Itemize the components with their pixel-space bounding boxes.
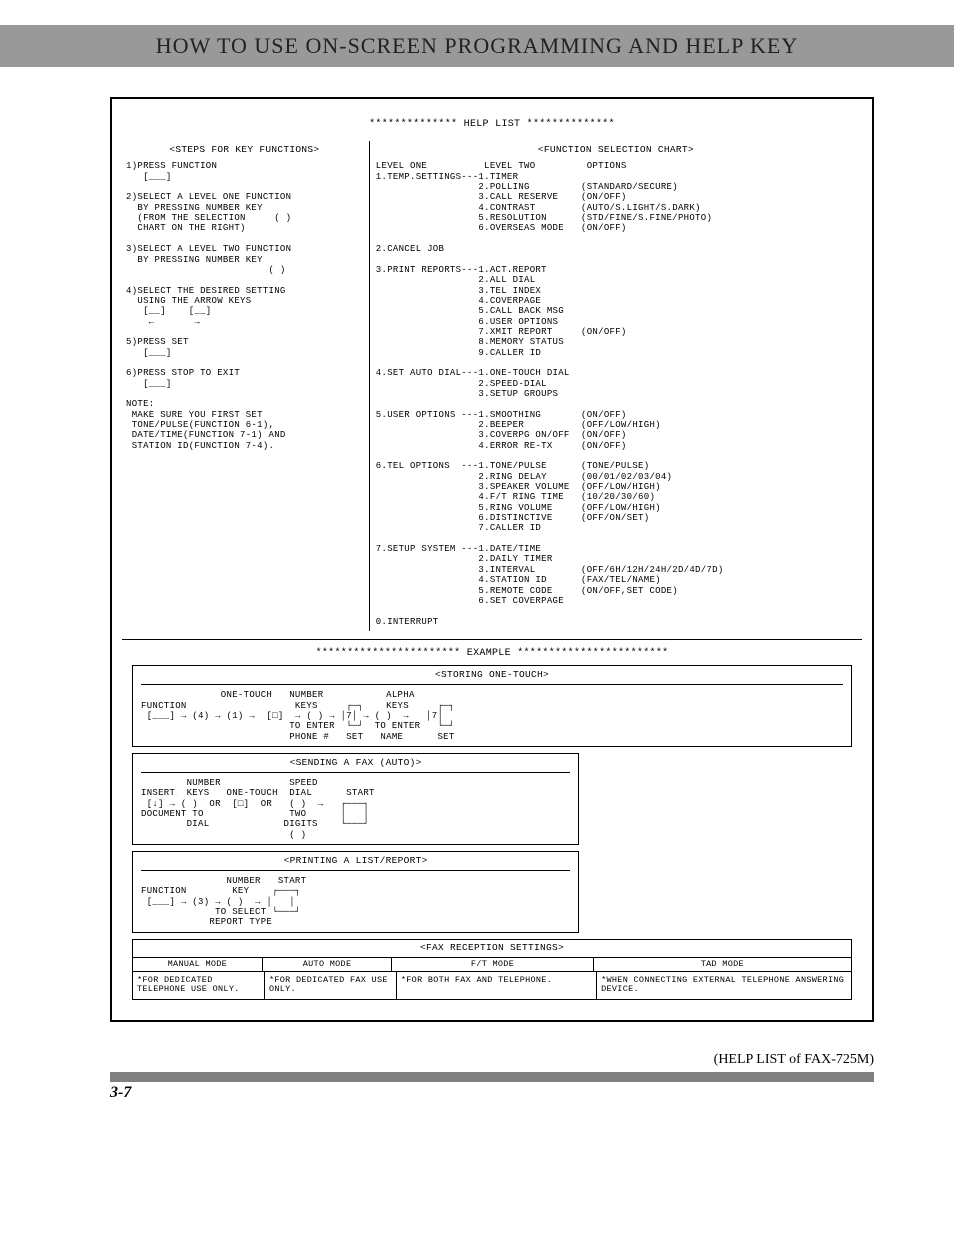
help-list-title: ************** HELP LIST ************** — [122, 119, 862, 131]
chart-column: <FUNCTION SELECTION CHART> LEVEL ONE LEV… — [370, 141, 862, 631]
mode-labels-row: MANUAL MODE AUTO MODE F/T MODE TAD MODE — [133, 958, 851, 972]
example1-body: ONE-TOUCH NUMBER ALPHA FUNCTION KEYS ┌─┐… — [141, 690, 843, 742]
mode-tad-label: TAD MODE — [594, 958, 851, 972]
example3-body: NUMBER START FUNCTION KEY ┌───┐ [___] → … — [141, 876, 570, 928]
mode-auto-label: AUTO MODE — [263, 958, 393, 972]
example-storing-onetouch: <STORING ONE-TOUCH> ONE-TOUCH NUMBER ALP… — [132, 665, 852, 747]
example3-heading: <PRINTING A LIST/REPORT> — [141, 856, 570, 871]
steps-heading: <STEPS FOR KEY FUNCTIONS> — [126, 145, 363, 156]
page-number: 3-7 — [110, 1084, 954, 1102]
modes-heading: <FAX RECEPTION SETTINGS> — [133, 940, 851, 958]
fax-reception-table: <FAX RECEPTION SETTINGS> MANUAL MODE AUT… — [132, 939, 852, 1000]
mode-ft-desc: *FOR BOTH FAX AND TELEPHONE. — [397, 972, 597, 999]
figure-caption: (HELP LIST of FAX-725M) — [0, 1052, 874, 1068]
page-content: ************** HELP LIST ************** … — [0, 67, 954, 1042]
mode-manual-desc: *FOR DEDICATED TELEPHONE USE ONLY. — [133, 972, 265, 999]
example-title: *********************** EXAMPLE ********… — [122, 648, 862, 660]
mode-manual-label: MANUAL MODE — [133, 958, 263, 972]
example2-heading: <SENDING A FAX (AUTO)> — [141, 758, 570, 773]
page-header-bar: HOW TO USE ON-SCREEN PROGRAMMING AND HEL… — [0, 25, 954, 67]
help-list-frame: ************** HELP LIST ************** … — [110, 97, 874, 1022]
mode-ft-label: F/T MODE — [392, 958, 593, 972]
example-sending-fax: <SENDING A FAX (AUTO)> NUMBER SPEED INSE… — [132, 753, 579, 845]
example2-body: NUMBER SPEED INSERT KEYS ONE-TOUCH DIAL … — [141, 778, 570, 840]
chart-body: LEVEL ONE LEVEL TWO OPTIONS 1.TEMP.SETTI… — [376, 161, 856, 626]
page-header-title: HOW TO USE ON-SCREEN PROGRAMMING AND HEL… — [156, 33, 799, 58]
mode-auto-desc: *FOR DEDICATED FAX USE ONLY. — [265, 972, 397, 999]
steps-column: <STEPS FOR KEY FUNCTIONS> 1)PRESS FUNCTI… — [122, 141, 370, 631]
mode-tad-desc: *WHEN CONNECTING EXTERNAL TELEPHONE ANSW… — [597, 972, 851, 999]
example-printing-report: <PRINTING A LIST/REPORT> NUMBER START FU… — [132, 851, 579, 933]
mode-descriptions-row: *FOR DEDICATED TELEPHONE USE ONLY. *FOR … — [133, 972, 851, 999]
footer-stripe — [110, 1072, 874, 1082]
steps-body: 1)PRESS FUNCTION [___] 2)SELECT A LEVEL … — [126, 161, 363, 451]
example1-heading: <STORING ONE-TOUCH> — [141, 670, 843, 685]
chart-heading: <FUNCTION SELECTION CHART> — [376, 145, 856, 156]
top-section: <STEPS FOR KEY FUNCTIONS> 1)PRESS FUNCTI… — [122, 141, 862, 640]
